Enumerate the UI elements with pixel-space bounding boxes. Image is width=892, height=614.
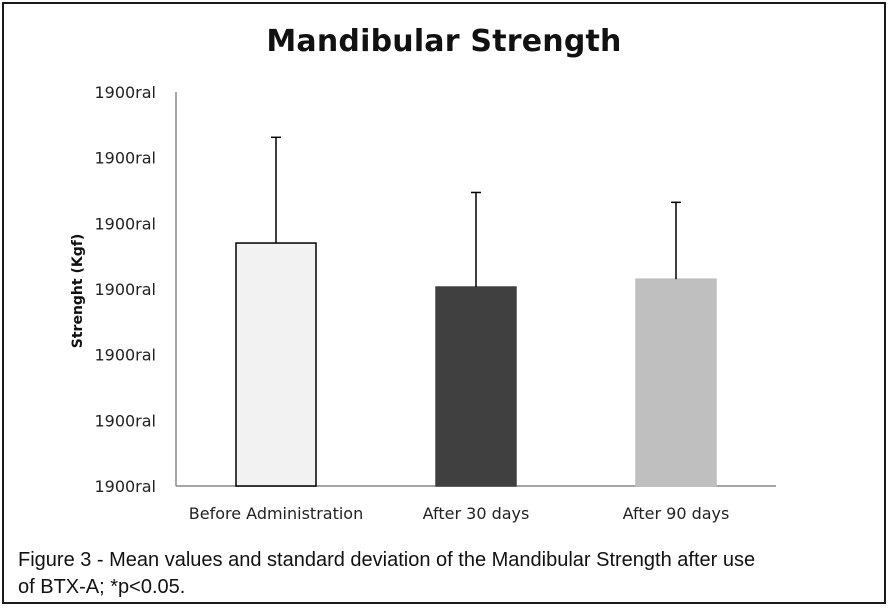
x-tick-label: After 90 days <box>623 504 730 523</box>
caption-line-1: Figure 3 - Mean values and standard devi… <box>18 549 756 571</box>
figure-caption: Figure 3 - Mean values and standard devi… <box>18 547 884 601</box>
y-tick-label: 1900ral <box>94 346 156 365</box>
y-tick-label: 1900ral <box>94 411 156 430</box>
caption-line-2: of BTX-A; *p<0.05. <box>18 576 186 598</box>
x-tick-label: Before Administration <box>189 504 363 523</box>
bar <box>235 242 317 487</box>
y-tick-label: 1900ral <box>94 477 156 496</box>
bar <box>635 278 717 487</box>
bar <box>435 286 517 487</box>
y-tick-label: 1900ral <box>94 83 156 102</box>
y-tick-label: 1900ral <box>94 149 156 168</box>
chart-title: Mandibular Strength <box>266 24 622 59</box>
y-tick-label: 1900ral <box>94 214 156 233</box>
x-tick-label: After 30 days <box>423 504 530 523</box>
y-tick-label: 1900ral <box>94 280 156 299</box>
